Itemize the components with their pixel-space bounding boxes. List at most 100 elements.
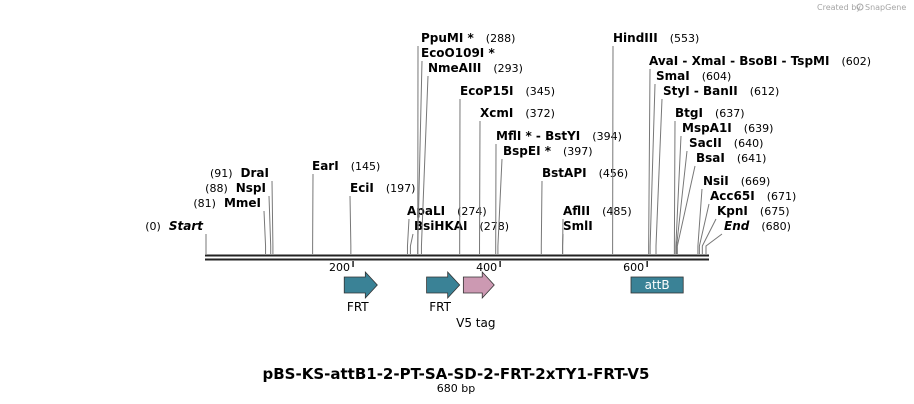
tick-label: 200	[329, 261, 350, 274]
site-name: PpuMI *	[421, 31, 475, 45]
site-name: BstAPI	[542, 166, 587, 180]
site-hindiii[interactable]: HindIII (553)	[612, 31, 700, 254]
site-styi-banii[interactable]: StyI - BanII (612)	[655, 84, 780, 254]
site-name: SmaI	[656, 69, 690, 83]
map-title: pBS-KS-attB1-2-PT-SA-SD-2-FRT-2xTY1-FRT-…	[263, 365, 650, 383]
ruler-ticks: 200 400 600	[329, 261, 648, 274]
site-start[interactable]: Start (0)	[145, 219, 207, 254]
site-leader-line	[263, 210, 267, 254]
site-leader-line	[349, 195, 352, 254]
site-name: KpnI	[717, 204, 748, 218]
site-end[interactable]: End (680)	[705, 219, 791, 254]
feature-arrow	[426, 270, 461, 300]
site-name: EarI	[312, 159, 339, 173]
site-leader-line	[406, 218, 410, 254]
site-position: (397)	[563, 145, 593, 158]
site-name: BspEI *	[503, 144, 552, 158]
site-leader-line	[420, 75, 429, 254]
site-position: (671)	[767, 190, 797, 203]
snapgene-logo-icon	[856, 3, 864, 11]
site-position: (197)	[386, 182, 416, 195]
site-kpni[interactable]: KpnI (675)	[701, 204, 790, 254]
site-ecop15i[interactable]: EcoP15I (345)	[459, 84, 555, 254]
site-position: (602)	[841, 55, 871, 68]
site-nspi[interactable]: NspI (88)	[205, 181, 272, 254]
dna-backbone	[205, 254, 709, 261]
site-smai[interactable]: SmaI (604)	[649, 69, 732, 254]
site-position: (372)	[525, 107, 555, 120]
site-position: (91)	[210, 167, 233, 180]
site-name: End	[724, 219, 750, 233]
site-name: AflII	[563, 204, 590, 218]
site-position: (88)	[205, 182, 228, 195]
site-avai-xmai-bsobi-tspmi[interactable]: AvaI - XmaI - BsoBI - TspMI (602)	[648, 54, 871, 254]
site-name: MmeI	[224, 196, 261, 210]
site-position: (641)	[737, 152, 767, 165]
site-name: Start	[169, 219, 204, 233]
site-btgi[interactable]: BtgI (637)	[673, 106, 745, 254]
tick-label: 600	[623, 261, 644, 274]
site-drai[interactable]: DraI (91)	[210, 166, 274, 254]
site-position: (640)	[734, 137, 764, 150]
site-position: (274)	[457, 205, 487, 218]
feature-label: V5 tag	[456, 316, 495, 330]
feature-frt[interactable]: FRT	[343, 270, 378, 314]
site-mfli-bstyi[interactable]: MflI * - BstYI (394)	[495, 129, 622, 254]
site-name: ApaLI	[407, 204, 445, 218]
site-leader-line	[409, 233, 414, 254]
site-name: NspI	[236, 181, 266, 195]
site-ecii[interactable]: EciI (197)	[349, 181, 416, 254]
site-position: (288)	[486, 32, 516, 45]
site-bsai[interactable]: BsaI (641)	[676, 151, 767, 254]
site-leader-line	[698, 203, 710, 254]
site-name: SmlI	[563, 219, 593, 233]
site-leader-line	[497, 158, 503, 254]
site-name: EcoO109I *	[421, 46, 495, 60]
tick-label: 400	[476, 261, 497, 274]
snapgene-credit: Created by SnapGene	[817, 3, 906, 12]
site-position: (293)	[493, 62, 523, 75]
site-mmei[interactable]: MmeI (81)	[193, 196, 267, 254]
site-bspei[interactable]: BspEI * (397)	[497, 144, 593, 254]
site-nsii[interactable]: NsiI (669)	[697, 174, 771, 254]
site-sacii[interactable]: SacII (640)	[676, 136, 764, 254]
site-name: EciI	[350, 181, 374, 195]
feature-v5-tag[interactable]: V5 tag	[456, 270, 495, 330]
site-position: (612)	[750, 85, 780, 98]
site-bsihkai[interactable]: BsiHKAI (278)	[409, 219, 509, 254]
site-leader-line	[705, 233, 723, 254]
site-xcmi[interactable]: XcmI (372)	[479, 106, 555, 254]
site-name: BsiHKAI	[414, 219, 468, 233]
site-nmeaiii[interactable]: NmeAIII (293)	[420, 61, 523, 254]
site-name: StyI - BanII	[663, 84, 738, 98]
feature-label: FRT	[347, 300, 369, 314]
site-leader-line	[676, 165, 696, 254]
site-position: (669)	[741, 175, 771, 188]
feature-label: attB	[645, 278, 670, 292]
feature-arrow	[343, 270, 378, 300]
site-name: DraI	[241, 166, 269, 180]
site-leader-line	[648, 68, 651, 254]
site-leader-line	[271, 180, 274, 254]
site-name: Acc65I	[710, 189, 755, 203]
site-smli[interactable]: SmlI	[562, 219, 593, 254]
site-position: (394)	[592, 130, 622, 143]
site-position: (680)	[761, 220, 791, 233]
site-position: (604)	[702, 70, 732, 83]
site-bstapi[interactable]: BstAPI (456)	[540, 166, 628, 254]
site-name: MflI * - BstYI	[496, 129, 580, 143]
site-ecoo109i[interactable]: EcoO109I *	[417, 46, 496, 254]
feature-label: FRT	[429, 300, 451, 314]
site-eari[interactable]: EarI (145)	[312, 159, 380, 254]
site-acc65i[interactable]: Acc65I (671)	[698, 189, 797, 254]
feature-frt[interactable]: FRT	[426, 270, 461, 314]
site-name: MspA1I	[682, 121, 732, 135]
site-name: XcmI	[480, 106, 513, 120]
feature-attb[interactable]: attB	[630, 276, 684, 294]
site-leader-line	[675, 135, 682, 254]
site-name: NmeAIII	[428, 61, 481, 75]
site-leader-line	[655, 98, 663, 254]
site-position: (639)	[744, 122, 774, 135]
site-mspa1i[interactable]: MspA1I (639)	[675, 121, 774, 254]
site-position: (81)	[193, 197, 216, 210]
